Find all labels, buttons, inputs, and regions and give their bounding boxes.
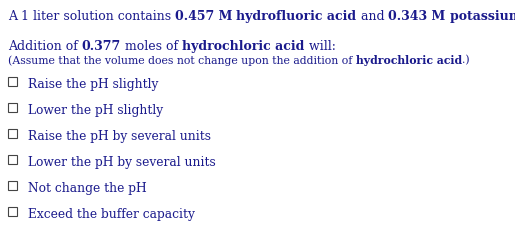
Bar: [8, 103, 17, 112]
Text: Exceed the buffer capacity: Exceed the buffer capacity: [28, 208, 195, 221]
Bar: [8, 207, 17, 216]
Text: Not change the pH: Not change the pH: [28, 182, 147, 195]
Text: moles of: moles of: [121, 40, 182, 53]
Text: 0.343 M: 0.343 M: [388, 10, 445, 23]
Text: hydrochloric acid: hydrochloric acid: [182, 40, 305, 53]
Text: A 1 liter solution contains: A 1 liter solution contains: [8, 10, 175, 23]
Bar: [8, 129, 17, 138]
Text: Raise the pH slightly: Raise the pH slightly: [28, 78, 159, 91]
Text: will:: will:: [305, 40, 335, 53]
Text: 0.377: 0.377: [82, 40, 121, 53]
Text: potassium fluoride: potassium fluoride: [450, 10, 515, 23]
Text: and: and: [356, 10, 388, 23]
Bar: [8, 155, 17, 164]
Text: 0.457 M: 0.457 M: [175, 10, 232, 23]
Text: Lower the pH slightly: Lower the pH slightly: [28, 104, 163, 117]
Text: Addition of: Addition of: [8, 40, 82, 53]
Bar: [8, 77, 17, 86]
Text: (Assume that the volume does not change upon the addition of: (Assume that the volume does not change …: [8, 55, 356, 66]
Text: hydrofluoric acid: hydrofluoric acid: [236, 10, 356, 23]
Text: .): .): [462, 55, 470, 65]
Text: hydrochloric acid: hydrochloric acid: [356, 55, 462, 66]
Text: Raise the pH by several units: Raise the pH by several units: [28, 130, 211, 143]
Bar: [8, 181, 17, 190]
Text: Lower the pH by several units: Lower the pH by several units: [28, 156, 216, 169]
